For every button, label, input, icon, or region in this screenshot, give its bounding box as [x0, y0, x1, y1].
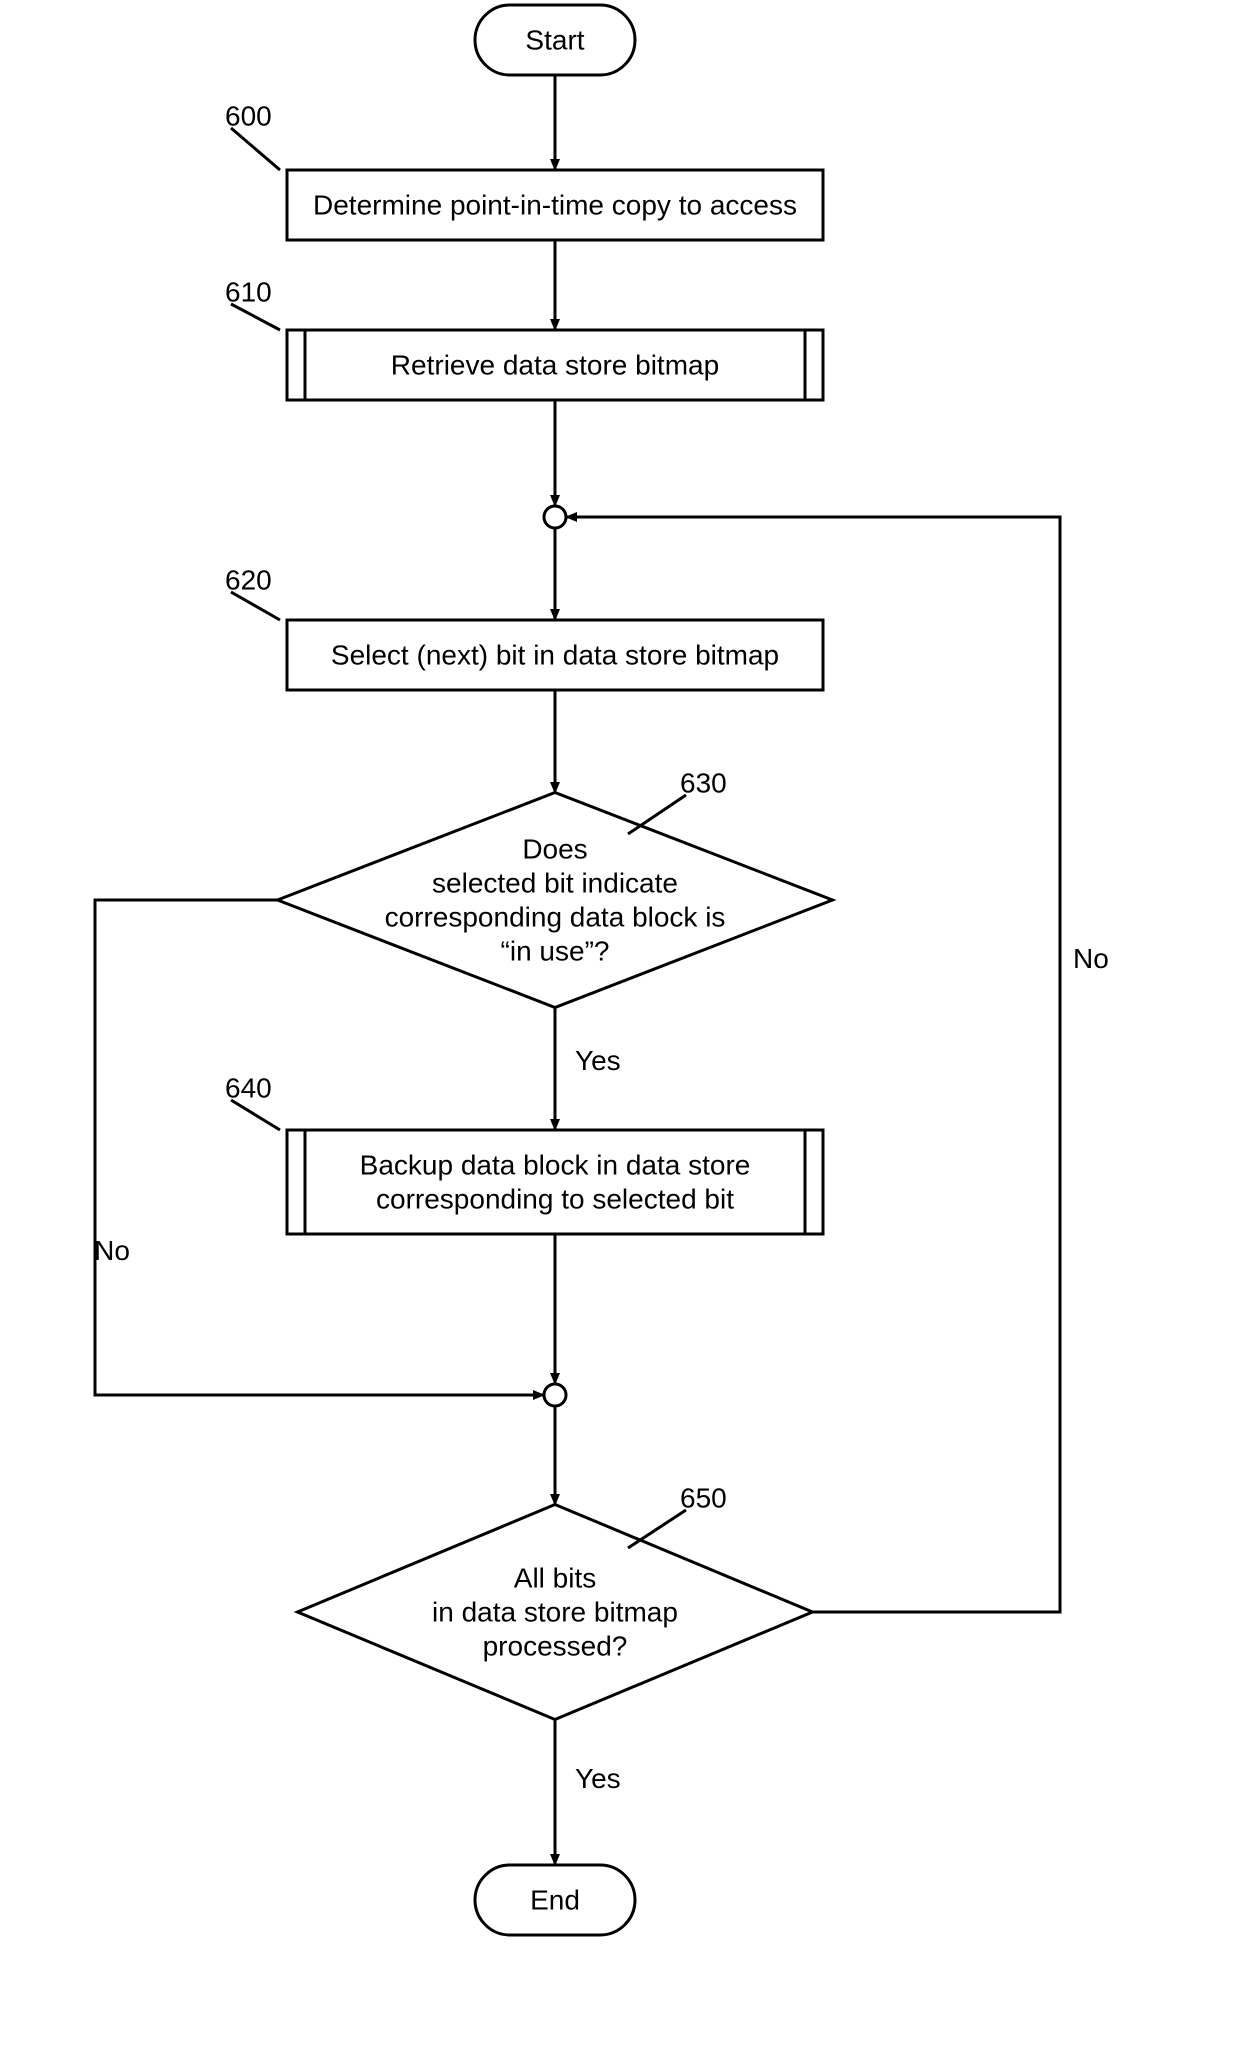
node-c2: [544, 1384, 566, 1406]
node-n640: Backup data block in data storecorrespon…: [287, 1130, 823, 1234]
ref-number: 620: [225, 564, 272, 595]
ref-number: 650: [680, 1482, 727, 1513]
decision-label: selected bit indicate: [432, 867, 678, 898]
ref-n620: 620: [225, 564, 280, 620]
ref-d630: 630: [628, 767, 727, 834]
subprocess-label: Backup data block in data store: [360, 1149, 751, 1180]
node-end: End: [475, 1865, 635, 1935]
edge-label: Yes: [575, 1045, 621, 1076]
ref-number: 640: [225, 1072, 272, 1103]
decision-label: All bits: [514, 1562, 596, 1593]
ref-n610: 610: [225, 276, 280, 330]
node-n620: Select (next) bit in data store bitmap: [287, 620, 823, 690]
terminal-label: Start: [525, 24, 584, 55]
edge-label: Yes: [575, 1763, 621, 1794]
node-start: Start: [475, 5, 635, 75]
ref-n600: 600: [225, 100, 280, 170]
flowchart-canvas: Yes No Yes No Start Determine point-in-time …: [0, 0, 1240, 2052]
ref-tick: [628, 1510, 686, 1548]
ref-tick: [231, 128, 280, 170]
terminal-label: End: [530, 1884, 580, 1915]
decision-label: corresponding data block is: [385, 901, 726, 932]
ref-tick: [231, 304, 280, 330]
ref-number: 600: [225, 100, 272, 131]
ref-tick: [231, 592, 280, 620]
process-label: Determine point-in-time copy to access: [313, 189, 797, 220]
edge-label: No: [94, 1235, 130, 1266]
ref-n640: 640: [225, 1072, 280, 1130]
node-n610: Retrieve data store bitmap: [287, 330, 823, 400]
decision-label: processed?: [483, 1630, 628, 1661]
decision-label: Does: [522, 833, 587, 864]
subprocess-label: Retrieve data store bitmap: [391, 349, 719, 380]
edge-label: No: [1073, 943, 1109, 974]
connector-circle: [544, 506, 566, 528]
ref-tick: [628, 795, 686, 834]
ref-number: 630: [680, 767, 727, 798]
connector-circle: [544, 1384, 566, 1406]
node-n600: Determine point-in-time copy to access: [287, 170, 823, 240]
process-label: Select (next) bit in data store bitmap: [331, 639, 779, 670]
node-d630: Doesselected bit indicatecorresponding d…: [278, 793, 833, 1008]
ref-number: 610: [225, 276, 272, 307]
decision-label: “in use”?: [501, 935, 610, 966]
node-d650: All bitsin data store bitmapprocessed?: [298, 1505, 813, 1720]
node-c1: [544, 506, 566, 528]
ref-d650: 650: [628, 1482, 727, 1548]
ref-tick: [231, 1100, 280, 1130]
decision-label: in data store bitmap: [432, 1596, 678, 1627]
subprocess-label: corresponding to selected bit: [376, 1183, 734, 1214]
